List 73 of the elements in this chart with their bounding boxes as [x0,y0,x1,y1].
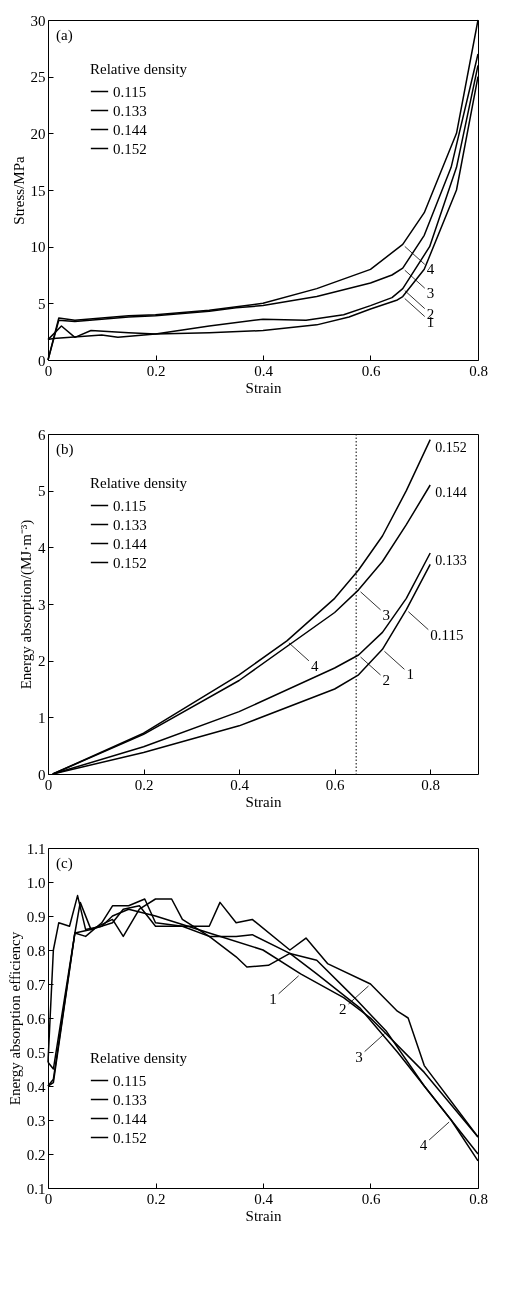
y-axis-title: Stress/MPa [10,155,27,225]
legend-title: Relative density [90,475,188,491]
annotation: 1 [406,666,414,683]
annotation: 4 [426,261,435,278]
annotation: 3 [382,606,391,623]
legend-label: 0.133 [113,516,147,533]
legend-label: 0.133 [113,102,147,119]
x-tick-label: 0.4 [230,776,250,793]
legend-label: 0.152 [113,1129,147,1146]
x-tick-label: 0.4 [254,362,274,379]
y-tick-label: 4 [38,539,46,556]
x-tick-label: 0.6 [325,776,346,793]
chart-title: (c) [56,855,73,872]
legend-title: Relative density [90,61,188,77]
y-tick-label: 0.9 [26,908,46,925]
legend-label: 0.144 [113,1110,148,1127]
chart-title: (b) [56,441,74,458]
x-tick-label: 0.6 [361,362,381,379]
legend-label: 0.115 [113,497,147,514]
y-tick-label: 5 [38,483,46,500]
legend-label: 0.115 [113,1072,147,1089]
x-tick-label: 0.6 [361,1190,381,1207]
annotation: 0.133 [435,553,467,568]
annotation: 3 [426,285,435,302]
annotation: 2 [339,1001,347,1017]
y-tick-label: 3 [38,596,46,613]
x-axis-title: Strain [245,793,282,810]
y-tick-label: 1.0 [26,874,46,891]
x-axis-title: Strain [245,379,282,396]
y-tick-label: 30 [30,12,46,29]
legend-label: 0.144 [113,121,148,138]
x-tick-label: 0.2 [134,776,154,793]
annotation: 0.152 [435,439,467,455]
y-tick-label: 5 [38,295,46,312]
y-tick-label: 0.3 [26,1112,46,1129]
y-tick-label: 10 [30,239,46,256]
y-tick-label: 15 [30,182,46,199]
y-tick-label: 0.5 [26,1044,46,1061]
y-tick-label: 0.8 [26,942,46,959]
y-axis-title: Energy absorption efficiency [6,931,23,1106]
annotation: 0.115 [430,626,464,643]
y-tick-label: 0.7 [26,976,46,993]
y-tick-label: 1.1 [26,840,46,857]
x-tick-label: 0.4 [254,1190,274,1207]
x-axis-title: Strain [245,1207,282,1224]
legend-label: 0.152 [113,140,147,157]
annotation: 3 [355,1048,363,1065]
y-tick-label: 6 [38,426,46,443]
x-tick-label: 0.8 [469,1190,488,1207]
x-tick-label: 0.8 [421,776,441,793]
chart-title: (a) [56,27,73,44]
y-tick-label: 0.4 [26,1078,46,1095]
x-tick-label: 0.2 [146,362,166,379]
legend-label: 0.115 [113,83,147,100]
legend-label: 0.144 [113,535,148,552]
y-tick-label: 1 [38,709,46,726]
annotation: 4 [419,1137,428,1153]
x-tick-label: 0.2 [146,1190,166,1207]
y-tick-label: 0.2 [26,1146,46,1163]
y-tick-label: 25 [30,69,46,86]
annotation: 0.144 [435,485,467,500]
y-tick-label: 0.1 [26,1180,46,1197]
legend-label: 0.152 [113,554,147,571]
y-tick-label: 2 [38,653,46,670]
annotation: 4 [310,657,319,674]
x-tick-label: 0.8 [469,362,488,379]
y-axis-title: Energy absorption/(MJ·m⁻³) [18,519,35,690]
y-tick-label: 20 [30,125,46,142]
annotation: 1 [269,990,277,1007]
legend-label: 0.133 [113,1091,147,1108]
legend-title: Relative density [90,1050,188,1066]
annotation: 2 [382,672,391,688]
y-tick-label: 0.6 [26,1010,46,1027]
